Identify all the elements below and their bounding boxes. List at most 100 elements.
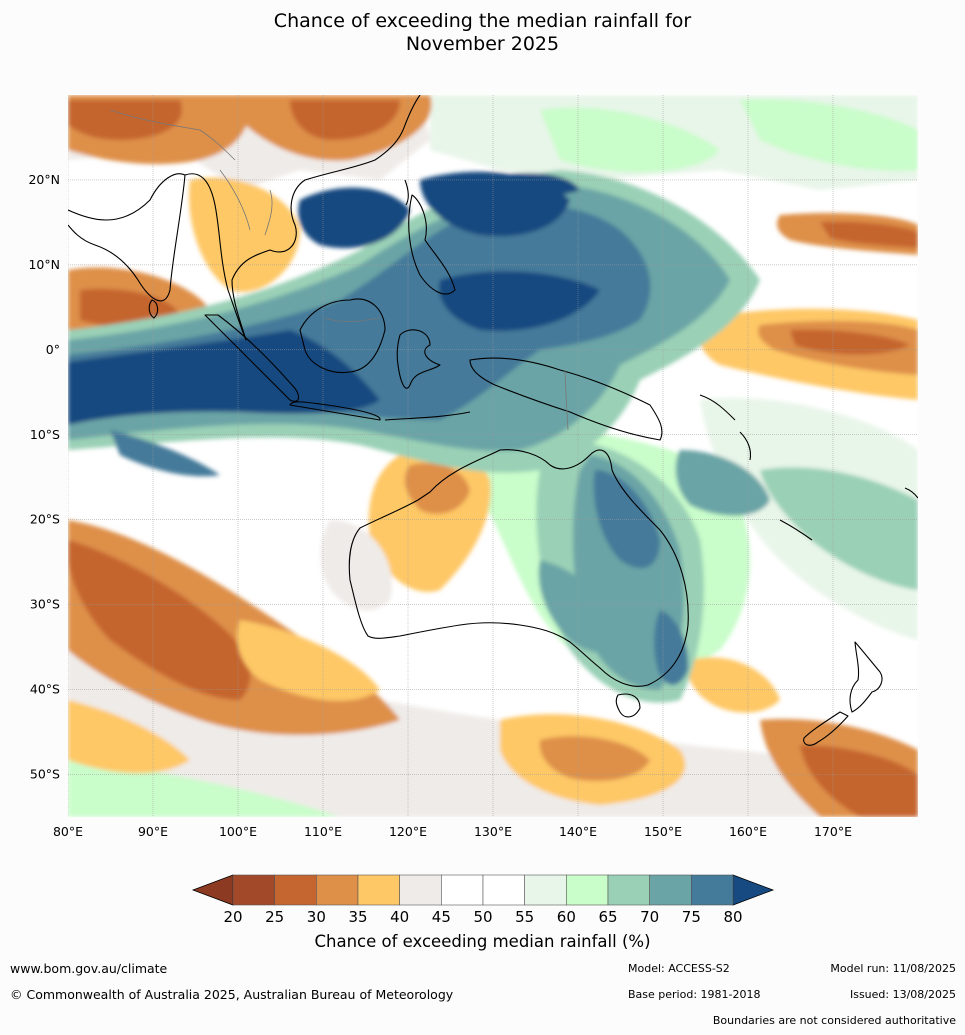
chart-title: Chance of exceeding the median rainfall …	[0, 10, 965, 56]
coast-mainland-asia	[184, 95, 421, 341]
region-dry-south-indian-yellow	[236, 620, 380, 701]
coast-new-guinea	[469, 357, 663, 441]
colorbar-tick-label: 80	[723, 908, 742, 926]
colorbar-tick-label: 30	[307, 908, 326, 926]
coast-new-zealand-south	[803, 711, 849, 746]
colorbar-extend-low	[191, 874, 234, 906]
latitude-label: 20°S	[30, 512, 60, 527]
colorbar-tick-label: 45	[432, 908, 451, 926]
colorbar-tick-label: 50	[473, 908, 492, 926]
coast-fiji	[904, 487, 918, 499]
region-dry-tropic-ne-core	[820, 221, 918, 248]
colorbar-bin	[524, 874, 567, 906]
border-himalaya	[109, 109, 236, 161]
latitude-label: 10°N	[28, 257, 60, 272]
colorbar-bin	[316, 874, 359, 906]
base-period: Base period: 1981-2018	[628, 988, 761, 1001]
longitude-label: 90°E	[138, 824, 168, 839]
region-dry-southern-ocean-core	[539, 736, 650, 781]
coast-java	[289, 401, 381, 421]
colorbar-bin	[566, 874, 609, 906]
latitude-label: 0°	[46, 342, 60, 357]
longitude-label: 150°E	[644, 824, 682, 839]
region-wet-north-pacific	[500, 173, 580, 196]
region-dry-nw-australia-core	[404, 462, 470, 514]
coast-solomons	[699, 394, 736, 421]
latitude-label: 30°S	[30, 597, 60, 612]
colorbar-bin	[691, 874, 734, 906]
region-wet-east-coast	[654, 610, 689, 685]
longitude-label: 120°E	[389, 824, 427, 839]
colorbar-bin	[274, 874, 317, 906]
colorbar-bin	[232, 874, 275, 906]
region-dry-tasman-core	[800, 745, 918, 817]
region-wet-southern-australia	[538, 560, 620, 653]
border-mainland-se-asia	[219, 169, 273, 236]
region-green-bands	[540, 107, 720, 173]
colorbar-label: Chance of exceeding median rainfall (%)	[314, 932, 651, 951]
title-line-2: November 2025	[405, 33, 560, 55]
coast-borneo	[299, 298, 386, 374]
colorbar-tick-label: 60	[557, 908, 576, 926]
coast-sumatra	[204, 314, 300, 402]
region-wet-equatorial-west-pacific	[439, 271, 600, 331]
longitude-label: 160°E	[729, 824, 767, 839]
colorbar-boxes	[191, 874, 775, 906]
latitude-label: 50°S	[30, 767, 60, 782]
latitude-label: 10°S	[30, 427, 60, 442]
colorbar-bin	[607, 874, 650, 906]
colorbar-tick-label: 70	[640, 908, 659, 926]
coast-tasmania	[615, 693, 641, 718]
coast-new-zealand-north	[849, 641, 883, 713]
copyright-text: © Commonwealth of Australia 2025, Austra…	[10, 987, 454, 1002]
region-dry-south-west	[68, 700, 190, 774]
colorbar-bin	[482, 874, 525, 906]
colorbar-tick-label: 65	[598, 908, 617, 926]
coast-sri-lanka	[148, 299, 159, 319]
colorbar-bin	[357, 874, 400, 906]
title-line-1: Chance of exceeding the median rainfall …	[273, 10, 692, 32]
model-name: Model: ACCESS-S2	[628, 962, 730, 975]
colorbar-bin	[441, 874, 484, 906]
longitude-label: 140°E	[559, 824, 597, 839]
coast-new-caledonia	[779, 519, 813, 541]
boundaries-disclaimer: Boundaries are not considered authoritat…	[712, 1014, 956, 1027]
colorbar-extend-high	[732, 874, 775, 906]
longitude-label: 130°E	[474, 824, 512, 839]
region-dry-china-inner	[290, 100, 400, 140]
region-dry-south-indian-ocean-core	[68, 540, 251, 700]
latitude-label: 40°S	[30, 682, 60, 697]
coast-lesser-sunda	[384, 411, 471, 421]
region-dry-east-pacific-inner	[790, 329, 910, 355]
issued-date: Issued: 13/08/2025	[849, 988, 956, 1001]
longitude-label: 170°E	[814, 824, 852, 839]
source-url: www.bom.gov.au/climate	[10, 961, 168, 976]
region-dry-tasman-sea	[687, 657, 780, 713]
coast-vanuatu	[739, 431, 752, 461]
border-borneo	[324, 317, 381, 323]
colorbar-bin	[649, 874, 692, 906]
coast-taiwan	[404, 179, 409, 206]
region-green-southwest	[68, 760, 340, 817]
region-dry-west-australia-interior	[320, 520, 392, 611]
rainfall-map	[68, 95, 918, 817]
region-wet-south-china-sea	[298, 187, 410, 249]
region-green-pacific-east	[740, 99, 918, 171]
region-teal-east-pacific	[760, 467, 918, 590]
region-wet-coral-sea	[675, 450, 770, 516]
graticule	[68, 95, 918, 817]
colorbar-tick-label: 20	[223, 908, 242, 926]
longitude-label: 80°E	[53, 824, 83, 839]
country-borders	[109, 109, 569, 431]
colorbar-tick-label: 75	[682, 908, 701, 926]
longitude-label: 110°E	[304, 824, 342, 839]
colorbar: 20 25 30 35 40 45 50 55 60 65 70 75 80	[191, 874, 775, 926]
coastlines	[68, 95, 918, 746]
map-svg: 20°N 10°N 0° 10°S 20°S 30°S 40°S 50°S 80°E 90°E 1…	[28, 95, 918, 926]
model-run-date: Model run: 11/08/2025	[830, 962, 956, 975]
colorbar-tick-label: 40	[390, 908, 409, 926]
colorbar-bin	[399, 874, 442, 906]
colorbar-tick-label: 35	[348, 908, 367, 926]
colorbar-tick-label: 25	[265, 908, 284, 926]
